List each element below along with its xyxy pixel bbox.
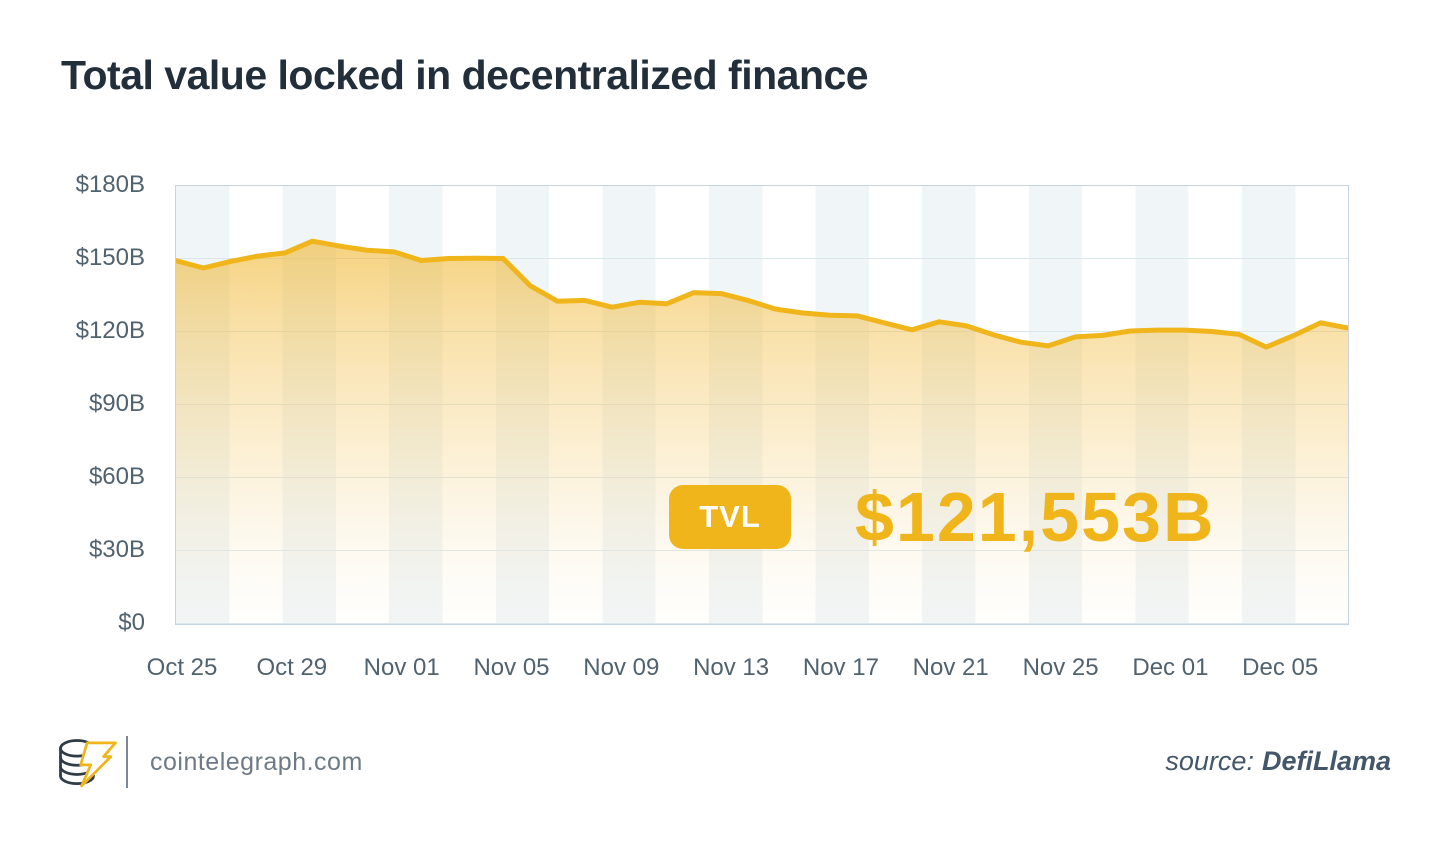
lightning-bolt-icon	[79, 741, 117, 788]
y-tick-label: $30B	[88, 536, 145, 563]
source-name: DefiLlama	[1261, 746, 1391, 776]
y-tick-label: $0	[118, 609, 145, 636]
cointelegraph-coin-lightning-logo	[59, 739, 117, 788]
source-credit: source: DefiLlama	[1165, 746, 1391, 777]
y-tick-label: $150B	[75, 244, 145, 271]
x-tick-label: Dec 01	[1132, 654, 1209, 681]
y-axis-labels: $180B $150B $120B $90B $60B $30B $0	[25, 171, 145, 636]
tvl-badge: TVL	[669, 485, 791, 549]
tvl-value: $121,553B	[855, 478, 1216, 556]
footer-divider	[126, 736, 128, 788]
tvl-annotation: TVL $121,553B	[669, 478, 1216, 556]
page-title: Total value locked in decentralized fina…	[61, 52, 869, 98]
y-tick-label: $60B	[88, 463, 145, 490]
chart-plot-area: TVL $121,553B	[175, 185, 1349, 625]
tvl-area-chart	[176, 238, 1348, 624]
source-label: source:	[1165, 746, 1254, 776]
y-tick-label: $90B	[88, 390, 145, 417]
x-tick-label: Nov 25	[1022, 654, 1099, 681]
footer: cointelegraph.com source: DefiLlama	[0, 728, 1450, 808]
x-tick-label: Nov 05	[473, 654, 550, 681]
x-tick-label: Nov 09	[583, 654, 660, 681]
brand-domain: cointelegraph.com	[150, 748, 363, 776]
x-tick-label: Nov 17	[802, 654, 879, 681]
x-tick-label: Nov 13	[693, 654, 770, 681]
x-tick-label: Oct 29	[256, 654, 328, 681]
x-tick-label: Oct 25	[146, 654, 218, 681]
x-tick-label: Nov 21	[912, 654, 989, 681]
y-tick-label: $180B	[75, 171, 145, 198]
x-axis-labels: Oct 25 Oct 29 Nov 01 Nov 05 Nov 09 Nov 13 Nov …	[147, 654, 1347, 688]
y-tick-label: $120B	[75, 317, 145, 344]
x-tick-label: Dec 05	[1242, 654, 1319, 681]
x-tick-label: Nov 01	[363, 654, 440, 681]
tvl-line	[176, 238, 1348, 350]
tvl-area-fill	[176, 241, 1348, 624]
